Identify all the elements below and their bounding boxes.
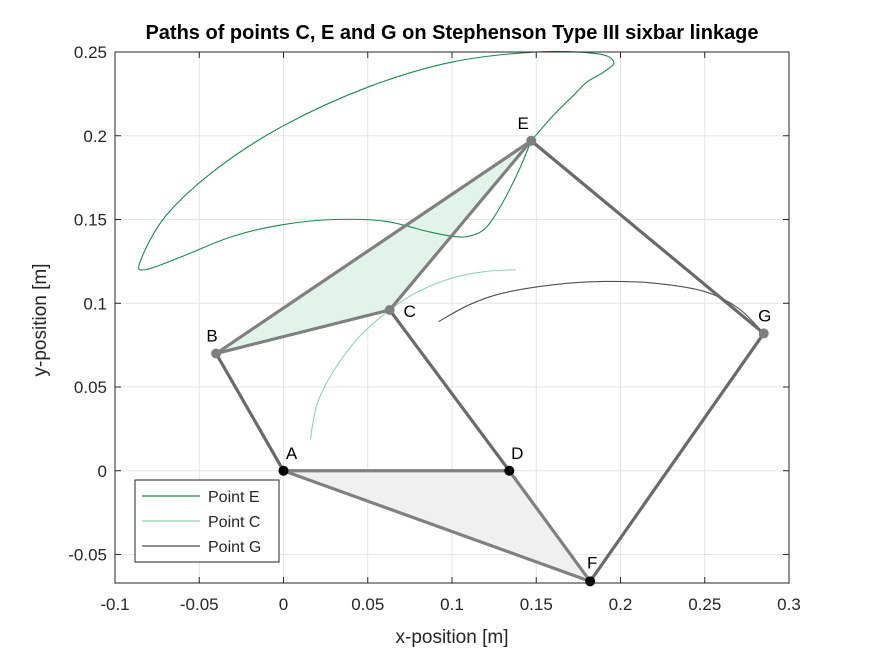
x-tick-label: -0.05	[180, 595, 219, 614]
joint-a	[278, 465, 289, 476]
link-be	[214, 139, 533, 356]
joint-label-d: D	[511, 444, 523, 463]
y-tick-label: -0.05	[68, 546, 107, 565]
linkage-joints	[211, 135, 769, 587]
joint-e	[526, 135, 537, 146]
x-tick-label: 0.1	[440, 595, 464, 614]
x-tick-label: 0.25	[688, 595, 721, 614]
joint-label-b: B	[206, 327, 217, 346]
legend-label-point-c: Point C	[208, 514, 260, 531]
y-tick-label: 0.1	[83, 294, 107, 313]
path-point-e	[137, 50, 615, 271]
joint-label-c: C	[404, 302, 416, 321]
x-tick-label: 0.2	[609, 595, 633, 614]
link-gf	[588, 331, 766, 583]
link-ce	[388, 139, 533, 312]
legend-label-point-e: Point E	[208, 489, 260, 506]
axis-ticks: -0.1 -0.05 0 0.05 0.1 0.15 0.2 0.25 0.3 -0.05 0 0.0…	[68, 43, 801, 614]
x-axis-label: x-position [m]	[396, 627, 509, 648]
path-point-g	[438, 280, 765, 334]
y-tick-label: 0.05	[74, 378, 107, 397]
joint-g	[758, 328, 769, 339]
joint-f	[585, 576, 596, 587]
x-tick-label: 0.15	[520, 595, 553, 614]
joint-label-e: E	[518, 114, 529, 133]
link-af	[281, 469, 592, 583]
linkage-links	[214, 139, 766, 583]
link-cd	[388, 308, 511, 473]
joint-label-g: G	[758, 306, 771, 325]
y-tick-label: 0.15	[74, 211, 107, 230]
x-tick-label: 0	[279, 595, 288, 614]
joint-c	[384, 304, 395, 315]
y-tick-label: 0.2	[83, 127, 107, 146]
joint-d	[504, 465, 515, 476]
legend-label-point-g: Point G	[208, 539, 261, 556]
legend: Point E Point C Point G	[134, 479, 280, 563]
link-ab	[214, 351, 286, 473]
joint-labels: A B C D E F G	[206, 114, 771, 573]
x-tick-label: 0.05	[351, 595, 384, 614]
x-tick-label: -0.1	[100, 595, 129, 614]
x-tick-label: 0.3	[777, 595, 801, 614]
y-axis-label: y-position [m]	[30, 264, 51, 377]
y-tick-label: 0.25	[74, 43, 107, 62]
link-eg	[529, 139, 766, 336]
joint-label-a: A	[286, 444, 298, 463]
link-df	[507, 469, 592, 583]
joint-label-f: F	[587, 553, 597, 572]
joint-b	[211, 348, 222, 359]
y-tick-label: 0	[98, 462, 107, 481]
chart-title: Paths of points C, E and G on Stephenson…	[145, 22, 758, 44]
link-bc	[214, 308, 392, 356]
